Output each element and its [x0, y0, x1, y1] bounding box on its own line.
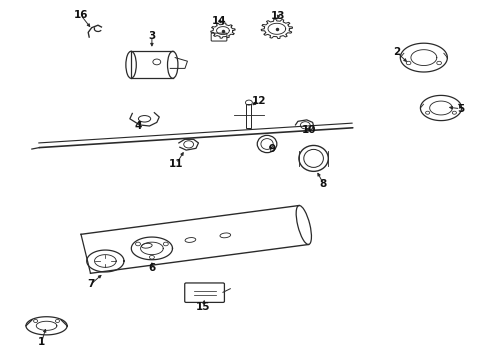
Text: 1: 1	[38, 337, 45, 347]
Text: 5: 5	[457, 104, 464, 114]
Bar	[246, 104, 251, 128]
Text: 6: 6	[148, 263, 155, 273]
Text: 7: 7	[87, 279, 95, 289]
Text: 8: 8	[320, 179, 327, 189]
Text: 10: 10	[301, 125, 316, 135]
Text: 4: 4	[134, 121, 142, 131]
Text: 12: 12	[251, 96, 266, 106]
Text: 9: 9	[269, 144, 275, 154]
Text: 16: 16	[74, 10, 88, 20]
Text: 15: 15	[196, 302, 211, 312]
Text: 14: 14	[212, 15, 227, 26]
Text: 3: 3	[148, 31, 155, 41]
Text: 11: 11	[169, 159, 184, 169]
Text: 13: 13	[271, 11, 286, 21]
Text: 2: 2	[393, 47, 400, 57]
